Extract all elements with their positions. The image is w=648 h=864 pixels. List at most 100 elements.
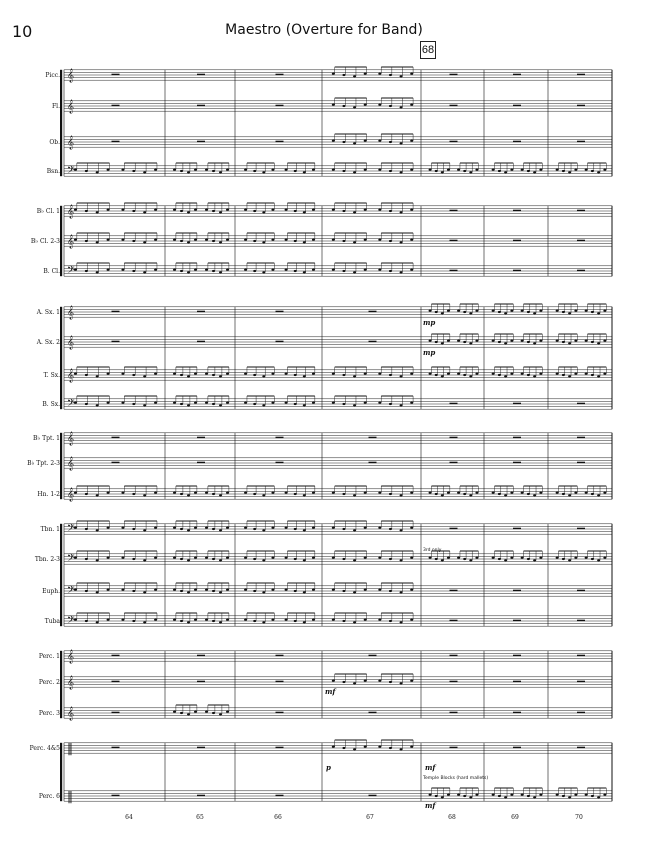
note-head: [84, 492, 88, 496]
note-head: [428, 793, 432, 796]
note-head: [73, 556, 77, 559]
clef-icon: 𝄞: [67, 706, 74, 720]
note-head: [574, 491, 578, 494]
note-head: [428, 372, 432, 375]
note-head: [526, 373, 530, 377]
note-head: [399, 106, 403, 109]
performance-note: 3rd only: [423, 548, 442, 553]
note-head: [539, 339, 543, 342]
note-head: [226, 268, 229, 271]
note-head: [132, 373, 136, 377]
note-head: [95, 591, 99, 594]
note-head: [584, 793, 588, 796]
note-head: [399, 142, 403, 145]
note-head: [475, 491, 479, 494]
note-head: [491, 168, 495, 171]
note-head: [219, 211, 222, 214]
note-head: [410, 401, 414, 404]
rest: [111, 140, 120, 143]
note-head: [173, 710, 176, 713]
note-head: [568, 494, 572, 497]
note-head: [187, 591, 190, 594]
rest: [275, 461, 284, 464]
rehearsal-mark: 68: [420, 41, 436, 59]
instrument-label: B. Cl.: [43, 268, 60, 275]
note-head: [491, 793, 495, 796]
instrument-label: Tbn. 2-3: [34, 556, 60, 563]
note-head: [187, 494, 190, 497]
note-head: [399, 748, 403, 751]
note-head: [331, 208, 335, 211]
note-head: [95, 241, 99, 244]
rest: [449, 746, 458, 749]
note-head: [378, 679, 382, 682]
note-head: [584, 168, 588, 171]
note-head: [194, 168, 197, 171]
note-head: [574, 168, 578, 171]
note-head: [410, 268, 414, 271]
note-head: [410, 372, 414, 375]
note-head: [342, 619, 346, 623]
bracket: [60, 523, 63, 627]
note-head: [143, 211, 147, 214]
note-head: [457, 372, 461, 375]
note-head: [132, 589, 136, 593]
note-head: [226, 401, 229, 404]
note-head: [434, 169, 438, 173]
note-head: [574, 339, 578, 342]
note-head: [410, 618, 414, 621]
note-head: [271, 168, 275, 171]
note-head: [84, 402, 88, 406]
note-head: [187, 559, 190, 562]
note-head: [244, 526, 248, 529]
instrument-label: Tbn. 1: [40, 526, 60, 533]
note-head: [363, 268, 367, 271]
note-head: [363, 588, 367, 591]
note-head: [106, 268, 110, 271]
rest: [513, 711, 521, 714]
note-head: [154, 588, 158, 591]
note-head: [187, 529, 190, 532]
rest: [197, 140, 205, 143]
note-head: [410, 72, 414, 75]
note-head: [504, 312, 508, 315]
rest: [368, 794, 377, 797]
note-head: [353, 494, 357, 497]
rest: [577, 269, 585, 272]
note-head: [253, 169, 257, 173]
note-head: [353, 682, 357, 685]
note-head: [574, 793, 578, 796]
rest: [111, 104, 120, 107]
note-head: [253, 269, 257, 273]
note-head: [561, 340, 565, 344]
instrument-label: Bsn.: [46, 168, 60, 175]
note-head: [363, 103, 367, 106]
rest: [513, 402, 521, 405]
note-head: [434, 373, 438, 377]
note-head: [353, 106, 357, 109]
rest: [449, 73, 458, 76]
note-head: [219, 494, 222, 497]
note-head: [428, 309, 432, 312]
note-head: [342, 104, 346, 108]
note-head: [173, 618, 176, 621]
rest: [275, 680, 284, 683]
note-head: [84, 557, 88, 561]
note-head: [244, 556, 248, 559]
clef-icon: ‖: [67, 741, 73, 755]
note-head: [226, 238, 229, 241]
note-head: [187, 621, 190, 624]
rest: [513, 527, 521, 530]
rest: [275, 340, 284, 343]
note-head: [446, 491, 450, 494]
note-head: [180, 239, 183, 243]
rest: [111, 680, 120, 683]
note-head: [388, 589, 392, 593]
note-head: [497, 373, 501, 377]
note-head: [180, 373, 183, 377]
clef-icon: 𝄞: [67, 204, 74, 218]
note-head: [555, 491, 559, 494]
rest: [197, 436, 205, 439]
instrument-label: Perc. 6: [38, 793, 60, 800]
note-head: [561, 169, 565, 173]
